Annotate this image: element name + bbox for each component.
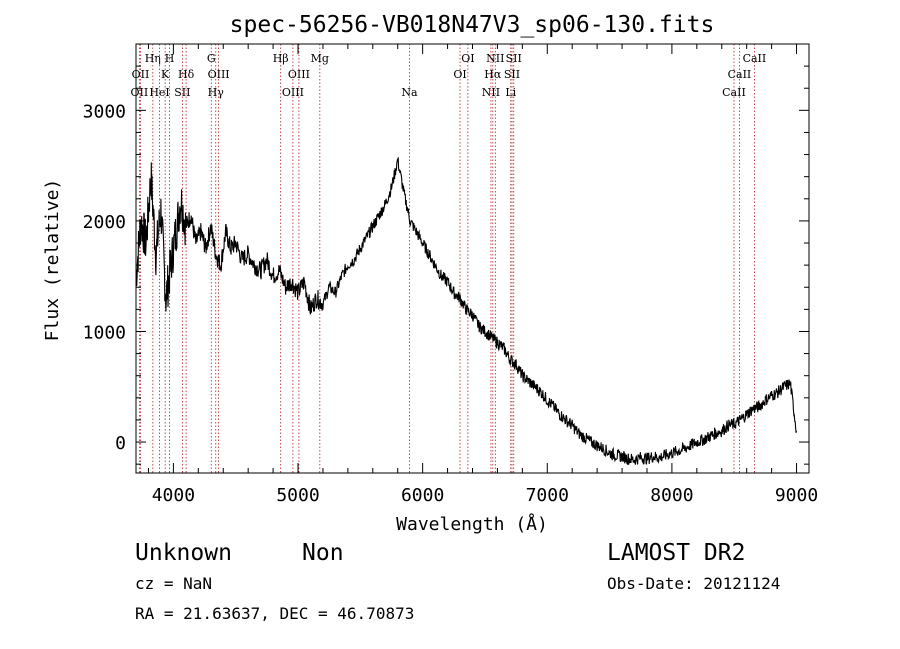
object-class: Unknown xyxy=(135,540,232,566)
spectral-line-label: OII xyxy=(132,68,150,81)
coordinates: RA = 21.63637, DEC = 46.70873 xyxy=(135,604,414,623)
spectral-line-label: OIII xyxy=(288,68,310,81)
spectral-line-label: OI xyxy=(453,68,466,81)
observation-date: Obs-Date: 20121124 xyxy=(607,574,780,593)
spectral-line-label: OIII xyxy=(208,68,230,81)
x-tick-label: 7000 xyxy=(526,485,569,506)
spectral-line-label: Hγ xyxy=(208,86,225,99)
x-tick-label: 5000 xyxy=(276,485,319,506)
x-tick-label: 6000 xyxy=(401,485,444,506)
spectral-line-label: SII xyxy=(504,68,520,81)
spectral-line-label: CaII xyxy=(728,68,752,81)
spectral-line-label: H xyxy=(165,52,175,65)
spectral-line-label: K xyxy=(161,68,170,81)
spectral-line-label: Hβ xyxy=(273,52,289,65)
spectral-line-label: CaII xyxy=(743,52,767,65)
spectral-line-label: NII xyxy=(486,52,504,65)
redshift-cz: cz = NaN xyxy=(135,574,212,593)
spectral-line-label: CaII xyxy=(722,86,746,99)
plot-frame xyxy=(135,43,810,474)
spectral-line-label: G xyxy=(207,52,216,65)
y-tick-label: 0 xyxy=(115,433,126,454)
spectral-line-label: Mg xyxy=(311,52,329,65)
spectral-line-label: OII xyxy=(131,86,149,99)
spectral-line-label: OIII xyxy=(282,86,304,99)
chart-title: spec-56256-VB018N47V3_sp06-130.fits xyxy=(230,12,715,38)
survey-name: LAMOST DR2 xyxy=(607,540,745,566)
x-tick-label: 8000 xyxy=(650,485,693,506)
spectral-line-label: NII xyxy=(482,86,500,99)
y-tick-label: 3000 xyxy=(83,101,126,122)
spectral-line-label: SII xyxy=(174,86,190,99)
spectral-line-label: Hδ xyxy=(178,68,195,81)
x-tick-label: 4000 xyxy=(152,485,195,506)
spectral-line-label: HeI xyxy=(149,86,169,99)
spectral-line-labels: OIIOIIHηHeIKHSIIHδGHγOIIIHβOIIIOIIIMgNaO… xyxy=(131,52,767,99)
spectral-line-label: Hα xyxy=(484,68,502,81)
spectral-line-markers xyxy=(138,44,755,473)
spectral-line-label: Hη xyxy=(145,52,161,65)
spectral-line-label: OI xyxy=(461,52,474,65)
y-tick-label: 2000 xyxy=(83,212,126,233)
x-tick-label: 9000 xyxy=(775,485,818,506)
spectral-line-label: Na xyxy=(401,86,418,99)
x-axis-ticks: 4000 5000 6000 7000 8000 9000 xyxy=(147,44,818,506)
y-tick-label: 1000 xyxy=(83,322,126,343)
y-axis-label: Flux (relative) xyxy=(42,179,63,342)
spectrum-line xyxy=(135,157,798,466)
y-axis-ticks: 0 1000 2000 3000 xyxy=(83,65,809,465)
object-subclass: Non xyxy=(302,540,344,566)
spectral-line-label: Li xyxy=(505,86,516,99)
x-axis-label: Wavelength (Å) xyxy=(396,513,548,535)
spectral-line-label: SII xyxy=(506,52,522,65)
